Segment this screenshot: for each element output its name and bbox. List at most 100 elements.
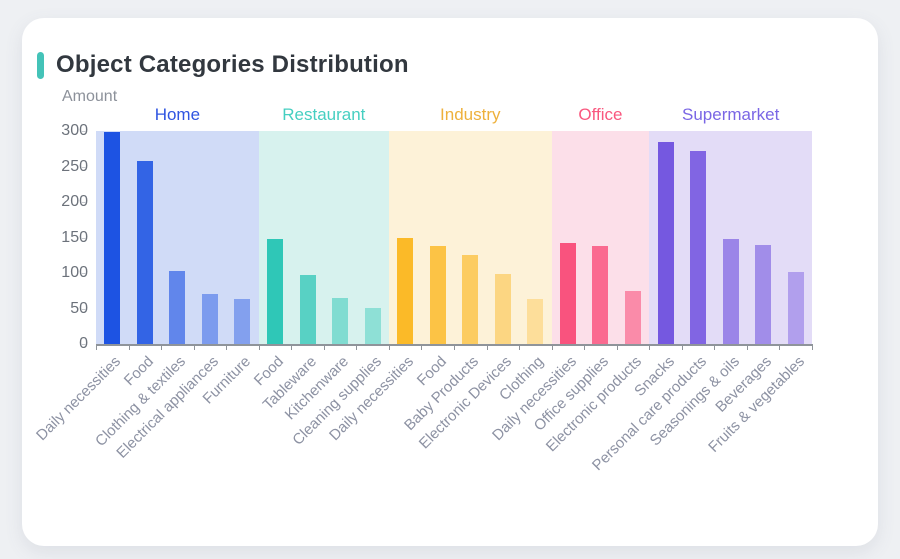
title-accent-bar [37,51,44,79]
title-row: Object Categories Distribution [37,51,409,79]
bar-office-electronic-products[interactable] [625,290,642,344]
x-tick-mark [714,345,716,350]
x-tick-mark [519,345,521,350]
y-tick-label-200: 200 [61,193,88,210]
y-axis-title: Amount [62,88,118,105]
bar-slot [714,131,747,344]
bar-industry-daily-necessities[interactable] [397,237,414,344]
bar-slot [259,131,292,344]
group-panel-home [96,131,259,344]
x-tick-mark [649,345,651,350]
y-tick-label-150: 150 [61,228,88,246]
bar-slot [194,131,227,344]
y-tick-mark [81,344,86,345]
group-panel-office [551,131,650,344]
bar-supermarket-seasonings-oils[interactable] [722,238,739,344]
bar-supermarket-personal-care-products[interactable] [690,150,707,344]
bar-restaurant-kitchenware[interactable] [332,297,349,344]
bar-industry-electronic-devices[interactable] [494,273,511,344]
x-tick-mark [226,345,228,350]
y-tick-mark [81,237,86,239]
bar-slot [324,131,357,344]
group-panel-supermarket [649,131,813,344]
group-label-industry: Industry [440,105,501,124]
bar-slot [519,131,552,344]
chart-card: Object Categories Distribution Amount 0 5… [22,18,878,546]
bar-slot [389,131,422,344]
bar-home-clothing-textiles[interactable] [169,270,186,344]
group-panel-restaurant [258,131,389,344]
group-panel-industry [388,131,552,344]
bar-supermarket-snacks[interactable] [657,141,674,344]
x-axis-line [96,344,813,346]
y-tick-mark [81,202,86,203]
bar-restaurant-tableware[interactable] [299,275,316,344]
bar-slot [584,131,617,344]
bar-slot [161,131,194,344]
y-tick-mark [81,273,86,274]
x-tick-mark [291,345,293,350]
y-tick-label-0: 0 [36,335,88,353]
bar-industry-food[interactable] [429,246,446,344]
bar-industry-clothing[interactable] [527,299,544,344]
x-tick-mark [454,345,455,350]
x-tick-mark [551,345,553,350]
group-label-restaurant: Restaurant [282,105,366,124]
y-tick-label-100: 100 [61,264,88,281]
bar-supermarket-beverages[interactable] [755,244,772,344]
bar-home-food[interactable] [136,160,153,344]
y-tick-label-300: 300 [61,122,88,139]
bar-slot [779,131,812,344]
x-tick-mark [161,345,163,350]
bar-slot [552,131,585,344]
x-tick-mark [258,345,260,350]
bar-slot [487,131,520,344]
bar-slot [454,131,487,344]
bar-supermarket-fruits-vegetables[interactable] [787,272,804,344]
y-tick-mark [81,131,86,132]
bar-home-daily-necessities[interactable] [104,131,121,344]
x-tick-mark [616,345,618,350]
x-tick-mark [356,345,358,350]
bar-slot [96,131,129,344]
y-tick-mark [81,308,86,310]
x-tick-mark [812,345,813,350]
bar-home-electrical-appliances[interactable] [201,294,218,344]
bar-slot [421,131,454,344]
x-tick-mark [323,345,325,350]
bar-chart: Object Categories Distribution Amount 0 5… [22,18,878,546]
bar-slot [649,131,682,344]
bar-slot [617,131,650,344]
bar-industry-baby-products[interactable] [462,254,479,344]
plot-area [96,131,813,344]
y-tick-label-50: 50 [70,299,88,317]
x-tick-mark [746,345,748,350]
bar-slot [129,131,162,344]
x-tick-mark [779,345,781,350]
x-tick-mark [421,345,423,350]
group-label-office: Office [578,105,623,124]
x-tick-mark [193,345,195,350]
x-tick-mark [681,345,683,350]
x-tick-mark [96,345,97,350]
bar-home-furniture[interactable] [234,298,251,344]
bar-slot [226,131,259,344]
bar-slot [747,131,780,344]
x-tick-mark [128,345,130,350]
bar-slot [682,131,715,344]
chart-title: Object Categories Distribution [56,51,409,78]
y-tick-mark [81,166,86,168]
bar-office-office-supplies[interactable] [592,246,609,344]
group-labels-row: Home Restaurant Industry Office Supermarket [96,104,812,126]
bar-office-daily-necessities[interactable] [559,243,576,344]
y-tick-label-250: 250 [61,157,88,175]
bar-slot [356,131,389,344]
x-tick-mark [388,345,390,350]
group-label-supermarket: Supermarket [682,105,780,124]
bar-restaurant-cleaning-supplies[interactable] [364,307,381,344]
bar-restaurant-food[interactable] [267,238,283,344]
bar-slot [291,131,324,344]
x-tick-mark [486,345,488,350]
x-tick-mark [584,345,586,350]
group-label-home: Home [154,105,201,124]
